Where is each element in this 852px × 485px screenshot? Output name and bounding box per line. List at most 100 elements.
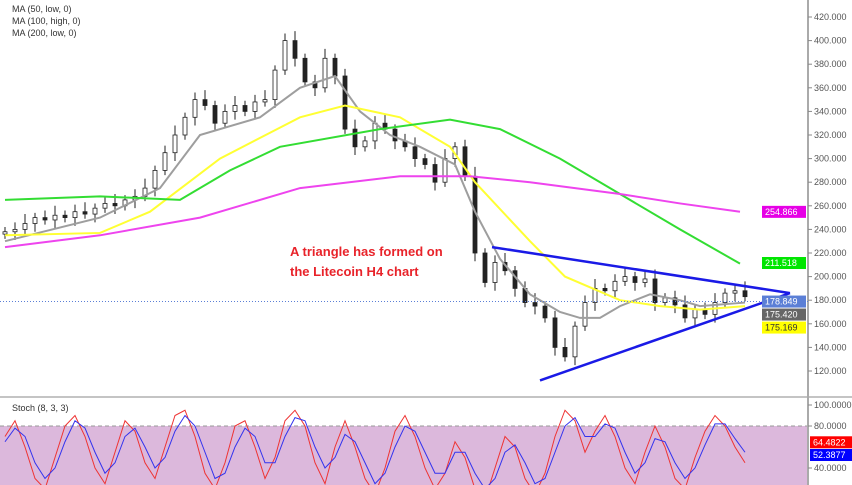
candle-body [442,158,448,183]
price-label-bg [762,308,806,321]
candle-body [582,302,588,327]
ma-line-1 [4,104,746,311]
legend-ma-100: MA (100, high, 0) [12,16,81,26]
candle-body [262,99,268,103]
stoch-value-label: 64.4822 [813,437,846,447]
price-label-bg [762,295,806,308]
y-tick-label: 200.000 [814,272,847,282]
candle-body [292,40,298,59]
candle-body [432,164,438,183]
candle-body [462,146,468,177]
candle-body [52,214,58,221]
candle-body [12,228,18,233]
price-label-bg [762,257,806,270]
candle-body [162,152,168,171]
candle-body [192,99,198,118]
candle-body [632,276,638,283]
candle-body [22,223,28,230]
candle-body [282,40,288,71]
legend-ma-200: MA (200, low, 0) [12,28,77,38]
ma-line-2 [4,118,741,265]
y-tick-label: 380.000 [814,59,847,69]
stoch-tick-label: 100.0000 [814,400,852,410]
y-tick-label: 360.000 [814,83,847,93]
y-tick-label: 220.000 [814,248,847,258]
candle-body [182,116,188,136]
candle-body [92,207,98,215]
price-label-bg [762,205,806,218]
stoch-label: Stoch (8, 3, 3) [12,403,69,413]
price-label: 178.849 [765,297,798,307]
y-tick-label: 340.000 [814,106,847,116]
price-label-bg [762,321,806,334]
candle-body [112,203,118,207]
triangle-trendline-1 [539,291,791,382]
candle-body [322,57,328,89]
candle-body [692,309,698,319]
ma-line-3 [4,175,741,249]
annotation-line-2: the Litecoin H4 chart [290,264,419,279]
candle-body [82,211,88,215]
candle-body [272,69,278,100]
stoch-value-label: 52.3877 [813,450,846,460]
candle-body [722,292,728,303]
y-tick-label: 180.000 [814,295,847,305]
candle-body [252,101,258,112]
ma-legend: MA (50, low, 0) MA (100, high, 0) MA (20… [12,3,81,39]
candle-body [42,217,48,221]
y-tick-label: 400.000 [814,36,847,46]
candle-body [622,276,628,282]
chart-annotation: A triangle has formed on the Litecoin H4… [290,242,443,282]
price-label: 211.518 [765,258,797,268]
candle-body [552,317,558,348]
stoch-label-bg [810,436,852,449]
candle-body [372,122,378,142]
candle-body [682,304,688,319]
price-label: 175.169 [765,323,798,333]
y-tick-label: 320.000 [814,130,847,140]
annotation-line-1: A triangle has formed on [290,244,443,259]
candle-body [212,105,218,124]
y-tick-label: 300.000 [814,154,847,164]
candle-body [202,99,208,106]
candle-body [222,111,228,124]
candle-body [532,302,538,307]
ma-line-0 [4,74,746,319]
price-label: 175.420 [765,310,798,320]
candle-body [62,214,68,219]
candle-body [242,105,248,112]
y-tick-label: 420.000 [814,12,847,22]
candle-body [412,146,418,160]
candle-body [572,325,578,358]
stoch-label-bg [810,448,852,461]
y-tick-label: 120.000 [814,366,847,376]
candle-body [422,158,428,165]
candle-body [602,287,608,292]
y-tick-label: 140.000 [814,342,847,352]
candle-body [612,280,618,292]
candle-body [102,203,108,209]
price-label: 254.866 [765,207,798,217]
candle-body [362,140,368,148]
stoch-tick-label: 40.0000 [814,463,847,473]
candle-body [72,211,78,218]
candle-body [352,128,358,148]
y-tick-label: 240.000 [814,224,847,234]
stoch-band [0,426,808,485]
stoch-d-line [4,414,746,485]
candle-body [542,305,548,319]
stoch-k-line [4,409,746,485]
y-tick-label: 160.000 [814,319,847,329]
candle-body [492,262,498,283]
candle-body [332,57,338,77]
candle-body [652,278,658,303]
candle-body [482,252,488,283]
stoch-tick-label: 80.0000 [814,421,847,431]
candle-body [392,128,398,142]
candle-body [642,278,648,283]
candle-body [32,217,38,224]
y-tick-label: 280.000 [814,177,847,187]
candle-body [2,231,8,235]
candle-body [742,290,748,298]
